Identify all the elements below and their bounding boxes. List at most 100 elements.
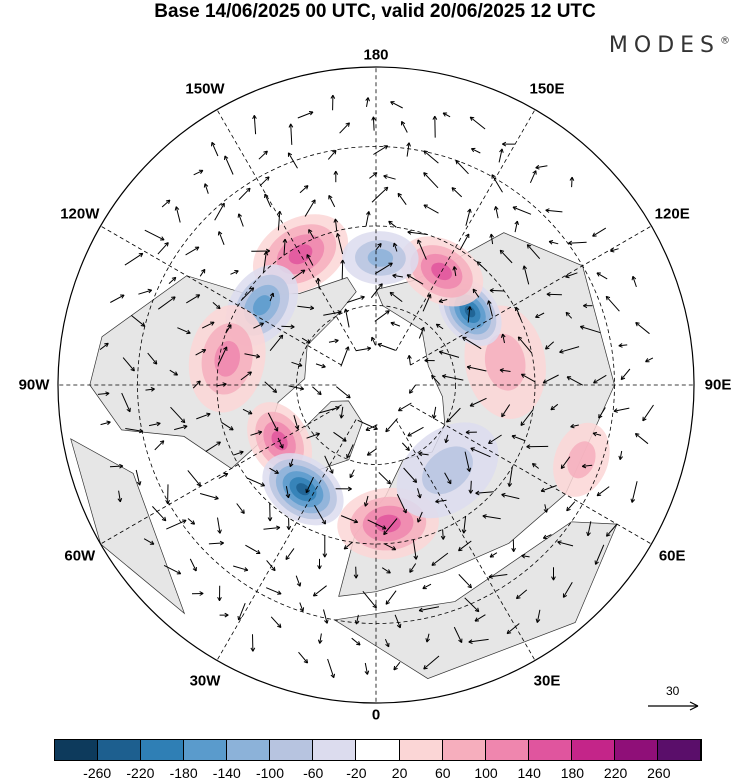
wind-arrow-head (277, 623, 282, 628)
wind-arrow-head (441, 374, 447, 379)
wind-arrow (291, 361, 303, 367)
wind-arrow-head (397, 192, 402, 198)
wind-arrow (546, 293, 562, 296)
wind-arrow (459, 233, 470, 251)
longitude-label: 90W (18, 376, 50, 394)
wind-arrow (540, 485, 557, 492)
wind-arrow-head (566, 376, 572, 381)
wind-arrow-head (559, 349, 564, 354)
wind-arrow (346, 444, 354, 459)
wind-arrow-head (532, 170, 537, 175)
wind-arrow (606, 523, 618, 537)
wind-arrow (619, 450, 623, 460)
wind-arrow (467, 306, 471, 323)
wind-arrow-head (274, 427, 279, 432)
wind-arrow (269, 467, 279, 474)
wind-arrow-head (247, 410, 253, 415)
wind-arrow-head (514, 220, 519, 226)
wind-arrow-head (522, 265, 528, 270)
wind-arrow (267, 412, 279, 432)
colorbar-tick-label: 180 (560, 765, 585, 781)
wind-arrow-head (335, 233, 341, 238)
wind-arrow (535, 312, 545, 318)
wind-arrow (313, 585, 327, 597)
anomaly-contour (567, 441, 596, 479)
wind-arrow (409, 563, 417, 573)
wind-arrow (435, 499, 447, 503)
wind-arrow (168, 277, 177, 284)
wind-arrow (245, 544, 261, 554)
map-title: Base 14/06/2025 00 UTC, valid 20/06/2025… (154, 1, 596, 22)
wind-arrow-head (545, 345, 550, 350)
wind-arrow-head (264, 193, 269, 199)
wind-arrow-head (512, 206, 518, 211)
wind-arrow (536, 609, 541, 623)
wind-arrow-head (371, 116, 376, 121)
wind-arrow (214, 202, 225, 221)
longitude-label: 30E (533, 672, 561, 690)
wind-arrow-head (192, 566, 197, 572)
wind-arrow (389, 292, 403, 302)
wind-arrow (241, 287, 255, 301)
wind-arrow-head (150, 387, 155, 392)
wind-arrow-head (440, 535, 446, 540)
wind-arrow (110, 294, 125, 303)
wind-arrow (618, 344, 628, 347)
wind-arrow (446, 407, 461, 423)
wind-arrow-head (642, 416, 647, 422)
wind-arrow (506, 623, 520, 634)
wind-arrow (130, 315, 146, 327)
wind-arrow-head (618, 343, 623, 348)
wind-arrow-head (542, 534, 548, 540)
map-background (58, 67, 694, 703)
wind-arrow (417, 511, 423, 523)
wind-arrow (217, 346, 228, 365)
wind-arrow-head (345, 122, 350, 127)
wind-arrow-head (447, 479, 452, 485)
anomaly-contour (288, 244, 313, 265)
wind-arrow-head (422, 584, 427, 590)
wind-arrow (545, 341, 555, 350)
wind-arrow-head (407, 230, 412, 235)
colorbar-cell (184, 740, 228, 760)
wind-arrow-head (462, 336, 467, 341)
wind-arrow-head (396, 623, 402, 629)
wind-arrow (346, 296, 365, 303)
wind-arrow (442, 375, 464, 381)
wind-arrow (613, 407, 630, 412)
wind-arrow-head (493, 206, 499, 211)
wind-arrow (545, 209, 563, 213)
colorbar-tick-label: 140 (517, 765, 541, 781)
wind-arrow-head (489, 553, 495, 558)
wind-arrow-head (491, 174, 496, 179)
wind-arrow (233, 565, 249, 571)
wind-arrow-head (117, 497, 123, 503)
wind-arrow-head (210, 321, 215, 326)
wind-arrow-head (277, 590, 282, 595)
wind-arrow (466, 366, 487, 372)
wind-arrow (317, 278, 320, 290)
wind-arrow (287, 152, 298, 169)
wind-arrow (490, 233, 494, 245)
wind-arrow-head (472, 288, 478, 294)
wind-arrow-head (381, 525, 387, 530)
wind-arrow-head (373, 425, 378, 431)
wind-arrow-head (412, 478, 418, 483)
wind-arrow (370, 283, 383, 299)
anomaly-contour (252, 295, 272, 316)
wind-arrow-head (259, 322, 265, 327)
wind-arrow-head (500, 333, 506, 338)
wind-arrow-head (173, 371, 179, 376)
wind-arrow-head (461, 529, 467, 534)
colorbar-tick-label: -140 (212, 765, 241, 781)
wind-arrow-head (171, 276, 177, 282)
wind-arrow-head (138, 252, 144, 258)
wind-arrow-head (526, 444, 531, 450)
wind-arrow-head (333, 170, 339, 175)
wind-arrow (464, 597, 480, 612)
longitude-label: 60E (658, 547, 686, 565)
wind-arrow (211, 142, 219, 157)
wind-arrow (620, 368, 631, 380)
wind-arrow-head (190, 520, 196, 525)
wind-arrow (124, 252, 144, 266)
